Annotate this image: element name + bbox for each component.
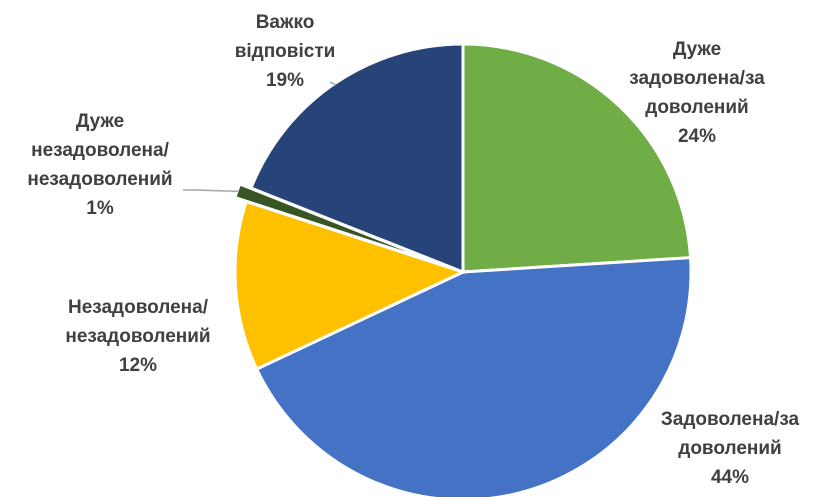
slice-value-3: 1% bbox=[86, 198, 114, 219]
slice-label-line: незадоволений bbox=[27, 169, 172, 190]
slice-label-line: Дуже bbox=[76, 111, 124, 132]
slice-label-line: Задоволена/за bbox=[661, 409, 800, 430]
slice-label-0: Дуже задоволена/за доволений 24% bbox=[629, 39, 765, 147]
slice-label-line: доволений bbox=[645, 97, 748, 118]
slice-label-3: Дуже незадоволена/незадоволений 1% bbox=[27, 111, 172, 219]
slice-label-line: Важко bbox=[256, 12, 315, 33]
pie-slice-0 bbox=[461, 42, 693, 274]
slice-value-4: 19% bbox=[266, 70, 304, 91]
slice-label-line: Незадоволена/ bbox=[68, 297, 209, 318]
leader-line-4 bbox=[329, 81, 337, 86]
slice-label-line: відповісти bbox=[235, 41, 336, 62]
slice-label-line: незадоволена/ bbox=[31, 140, 169, 161]
slice-label-1: Задоволена/за доволений 44% bbox=[661, 409, 800, 488]
leader-line-3 bbox=[183, 189, 240, 193]
slice-label-line: задоволена/за bbox=[629, 68, 765, 89]
slice-label-4: Важко відповісти 19% bbox=[235, 12, 336, 91]
slice-label-line: доволений bbox=[678, 438, 781, 459]
slice-value-2: 12% bbox=[119, 355, 157, 376]
slice-value-0: 24% bbox=[678, 126, 716, 147]
slice-label-line: Дуже bbox=[673, 39, 721, 60]
slice-value-1: 44% bbox=[711, 467, 749, 488]
slice-label-2: Незадоволена/незадоволений 12% bbox=[65, 297, 210, 376]
pie-slice-1 bbox=[254, 256, 693, 497]
pie-slice-4 bbox=[249, 42, 465, 275]
slice-label-line: незадоволений bbox=[65, 326, 210, 347]
pie-slice-2 bbox=[233, 199, 468, 372]
